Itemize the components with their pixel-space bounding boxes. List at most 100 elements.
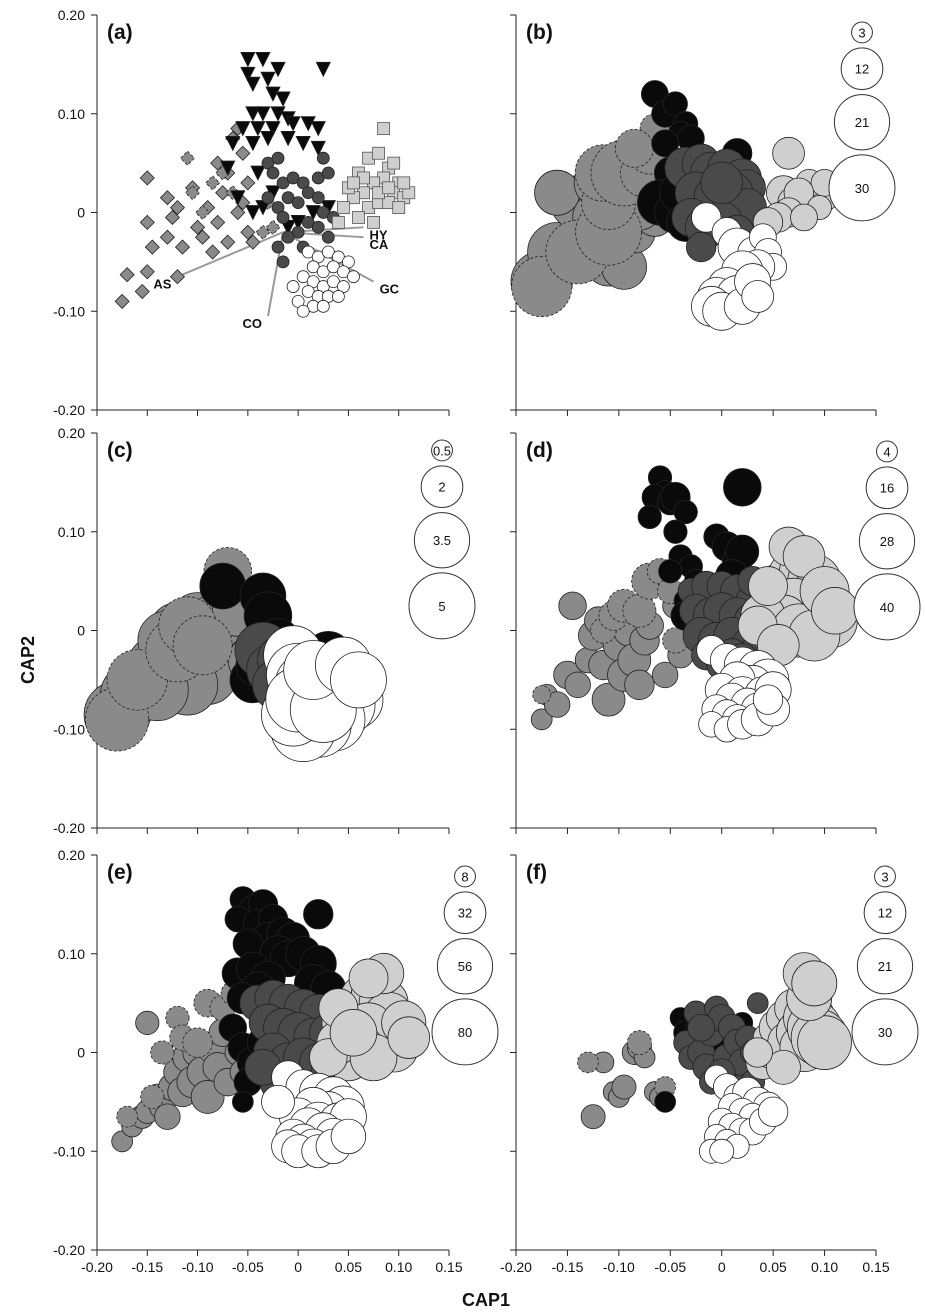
y-tick-label: 0.20 [58, 847, 85, 863]
y-tick-label: 0.10 [58, 524, 85, 540]
point-circle [797, 1015, 852, 1070]
point-diamond [139, 214, 155, 230]
point-square [377, 122, 391, 135]
x-tick-label: 0.15 [862, 1259, 889, 1275]
panel-f: -0.20 -0.15 -0.10 -0.05 0 0.05 0.10 0.15 (f) 3 12 2… [500, 854, 919, 1275]
point-diamond [164, 209, 180, 226]
legend-bubble [865, 466, 909, 510]
legend-bubble [858, 513, 916, 570]
point-triangle [250, 121, 266, 137]
y-tick-label: -0.20 [53, 820, 85, 836]
point-circle [276, 255, 290, 269]
legend-bubble [876, 440, 898, 463]
x-tick-label: -0.20 [81, 1259, 113, 1275]
legend-bubble-label: 30 [878, 1025, 892, 1040]
point-square [352, 211, 365, 224]
point-circle [172, 615, 233, 676]
y-tick-label: 0 [77, 205, 85, 221]
point-triangle [265, 86, 281, 102]
vector-label-hy: HY [370, 227, 388, 242]
point-diamond [240, 175, 256, 191]
y-tick-label: -0.10 [53, 1143, 85, 1159]
point-circle [321, 230, 335, 244]
point-triangle [220, 160, 236, 176]
point-triangle [225, 135, 241, 152]
y-tick-label: -0.20 [53, 1242, 85, 1258]
point-circle [135, 1010, 160, 1035]
legend-bubble [413, 512, 471, 569]
point-circle [311, 220, 325, 234]
point-circle [321, 166, 335, 180]
point-square [347, 176, 360, 190]
point-triangle [295, 135, 311, 152]
x-axis-title: CAP1 [462, 1290, 510, 1310]
point-circle [261, 191, 275, 205]
point-triangle [245, 76, 261, 93]
legend-bubble-label: 3 [881, 869, 888, 884]
point-circle [687, 1013, 716, 1042]
legend-bubble-label: 30 [855, 181, 869, 196]
point-circle [311, 191, 325, 205]
point-circle [651, 129, 680, 158]
point-circle [723, 468, 762, 507]
point-triangle [240, 52, 256, 68]
point-triangle [255, 52, 271, 68]
vector-as [177, 231, 284, 278]
point-circle [746, 992, 769, 1014]
point-circle [741, 280, 775, 313]
point-circle [530, 708, 553, 731]
point-square [331, 215, 345, 229]
point-diamond [114, 293, 130, 309]
legend-bubble [436, 938, 494, 995]
point-circle [329, 1009, 378, 1057]
panel-label: (e) [107, 861, 133, 884]
point-circle [261, 1084, 295, 1119]
legend-bubble [851, 998, 919, 1066]
point-diamond [205, 175, 221, 191]
point-diamond [205, 244, 221, 260]
legend-bubble-label: 16 [880, 481, 894, 496]
legend-bubble [840, 47, 884, 91]
legend-bubble-label: 21 [855, 115, 869, 130]
point-diamond [169, 269, 186, 285]
point-circle [742, 1037, 773, 1068]
legend-bubble [431, 439, 453, 462]
x-tick-label: 0.10 [811, 1259, 838, 1275]
x-tick-label: 0.05 [335, 1259, 362, 1275]
point-triangle [240, 66, 256, 83]
point-triangle [230, 190, 246, 206]
point-triangle [245, 205, 261, 221]
point-circle [791, 960, 838, 1007]
point-diamond [134, 283, 150, 300]
legend-bubble-label: 0.5 [433, 443, 451, 458]
point-diamond [215, 185, 231, 201]
point-circle [387, 1016, 431, 1059]
legend-bubble-label: 4 [883, 444, 890, 459]
legend-bubble-label: 5 [438, 599, 445, 614]
point-circle [271, 240, 285, 254]
legend-bubble-label: 3 [858, 25, 865, 40]
legend-bubble [833, 94, 891, 151]
point-diamond [179, 150, 196, 166]
point-diamond [119, 267, 135, 283]
point-circle [140, 1084, 165, 1110]
legend-bubble-label: 40 [880, 600, 894, 615]
point-circle [591, 682, 626, 717]
legend-bubble [851, 21, 873, 44]
point-diamond [220, 234, 236, 250]
point-diamond [195, 204, 211, 221]
point-square [382, 181, 396, 195]
point-circle [752, 684, 784, 715]
point-circle [673, 499, 698, 525]
point-circle [199, 562, 246, 610]
y-tick-label: 0.10 [58, 106, 85, 122]
legend-bubble-label: 8 [461, 869, 468, 884]
point-circle [303, 899, 334, 930]
x-tick-label: -0.15 [551, 1259, 583, 1275]
point-diamond [159, 190, 175, 206]
point-circle [150, 1040, 175, 1065]
point-circle [662, 91, 688, 117]
x-tick-label: -0.10 [603, 1259, 635, 1275]
